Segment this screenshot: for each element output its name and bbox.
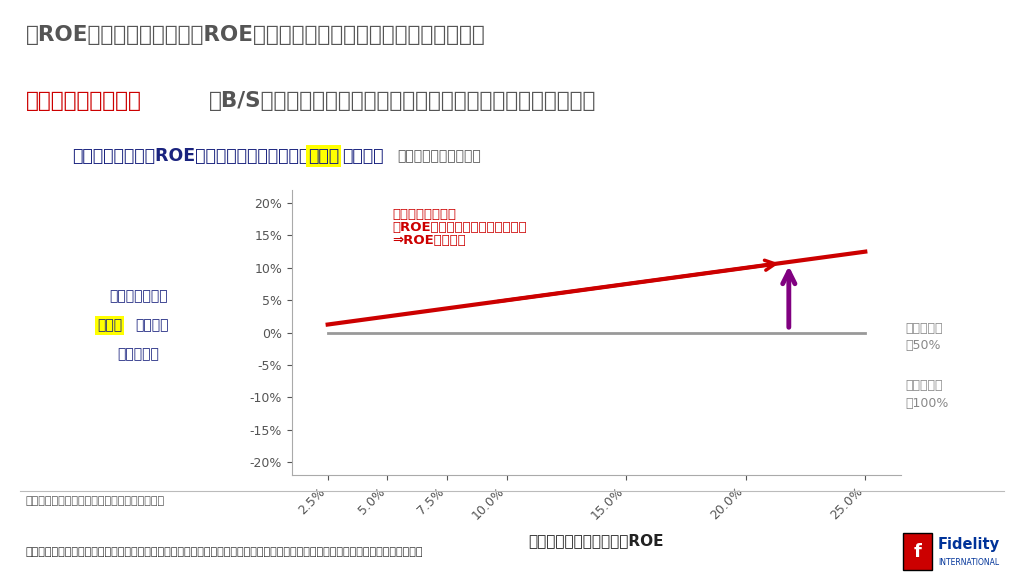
Text: 純資産: 純資産 bbox=[97, 319, 122, 332]
Text: 、B/Sに新たに積む純資産の（純資産対比の）割合も高くなる。: 、B/Sに新たに積む純資産の（純資産対比の）割合も高くなる。 bbox=[209, 91, 596, 111]
Text: あらゆる記述やチャートは、例示目的もしくは過去の実績であり、将来の傾向、数値等を保証もしくは示唆するものではありません。: あらゆる記述やチャートは、例示目的もしくは過去の実績であり、将来の傾向、数値等を… bbox=[26, 547, 423, 556]
Text: 高ROEの米国企業は、（高ROEゆえ）純資産対比の利益水準が大きく、: 高ROEの米国企業は、（高ROEゆえ）純資産対比の利益水準が大きく、 bbox=[26, 25, 485, 46]
Text: の変化率: の変化率 bbox=[342, 147, 384, 165]
Text: Fidelity: Fidelity bbox=[938, 537, 1000, 552]
Text: の変化率: の変化率 bbox=[135, 319, 168, 332]
X-axis label: 株主還元を実施する前のROE: 株主還元を実施する前のROE bbox=[528, 533, 665, 548]
Text: （理論値）: （理論値） bbox=[118, 347, 159, 361]
Text: 株主還元による: 株主還元による bbox=[109, 290, 168, 304]
Text: ＝100%: ＝100% bbox=[905, 397, 948, 410]
Text: f: f bbox=[913, 543, 922, 560]
Text: 高ROE企業ほど、純資産は増加。: 高ROE企業ほど、純資産は増加。 bbox=[392, 221, 526, 234]
FancyBboxPatch shape bbox=[903, 533, 932, 570]
Bar bbox=[899, 530, 1017, 573]
Text: （利益は一定と仮定）: （利益は一定と仮定） bbox=[397, 149, 481, 163]
Text: 株主還元実施前のROE水準と、株主還元による: 株主還元実施前のROE水準と、株主還元による bbox=[72, 147, 309, 165]
Text: 総還元性向: 総還元性向 bbox=[905, 322, 943, 335]
Text: （出所）フィデリティ・インスティテュート。: （出所）フィデリティ・インスティテュート。 bbox=[26, 497, 165, 506]
Text: 株主還元を緩めると: 株主還元を緩めると bbox=[26, 91, 141, 111]
Text: 純資産: 純資産 bbox=[308, 147, 339, 165]
Text: 還元が緩い場合、: 還元が緩い場合、 bbox=[392, 209, 456, 221]
Text: 総還元性向: 総還元性向 bbox=[905, 380, 943, 392]
Text: ＝50%: ＝50% bbox=[905, 339, 941, 352]
Text: ⇒ROEは低下。: ⇒ROEは低下。 bbox=[392, 234, 466, 247]
Text: INTERNATIONAL: INTERNATIONAL bbox=[938, 558, 999, 567]
